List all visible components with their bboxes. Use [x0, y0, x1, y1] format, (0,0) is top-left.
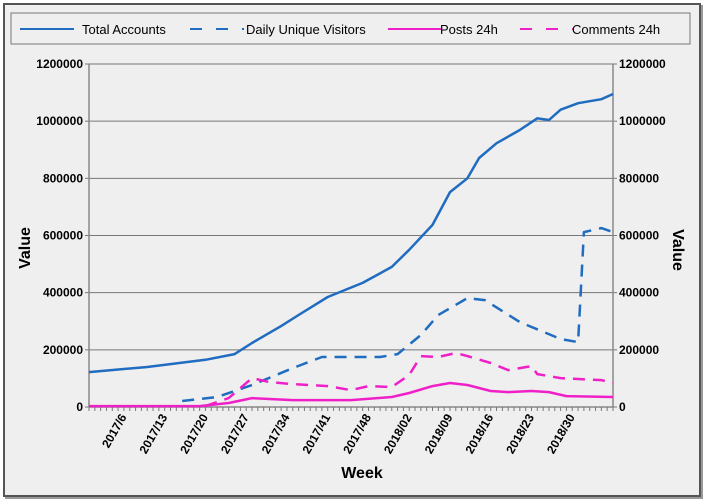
series-line-posts-24h: [89, 381, 614, 408]
legend-label: Posts 24h: [440, 22, 498, 37]
series-line-daily-unique-visitors: [182, 226, 614, 403]
y-tick-label: 600000: [43, 229, 83, 243]
legend-label: Comments 24h: [572, 22, 660, 37]
y-tick-label: 0: [76, 400, 83, 414]
x-tick-label: 2017/27: [218, 411, 252, 456]
x-tick-label: 2017/34: [259, 411, 293, 456]
y2-axis-title: Value: [669, 229, 686, 271]
y2-tick-label: 1200000: [619, 57, 666, 71]
legend-label: Total Accounts: [82, 22, 166, 37]
y-tick-label: 1000000: [36, 114, 83, 128]
y2-tick-label: 1000000: [619, 114, 666, 128]
y2-tick-label: 400000: [619, 286, 659, 300]
legend: Total Accounts Daily Unique Visitors Posts…: [10, 12, 691, 45]
x-tick-label: 2017/13: [136, 411, 170, 456]
x-tick-label: 2017/6: [99, 411, 130, 450]
series-line-total-accounts: [88, 92, 614, 374]
x-tick-label: 2018/30: [544, 411, 578, 456]
y-axis-title: Value: [17, 227, 34, 269]
y-tick-label: 400000: [43, 286, 83, 300]
x-tick-label: 2017/20: [177, 411, 211, 456]
series-line-comments-24h: [204, 351, 614, 408]
x-axis-title: Week: [341, 465, 383, 482]
x-tick-label: 2018/16: [463, 411, 497, 456]
legend-label: Daily Unique Visitors: [246, 22, 366, 37]
x-tick-label: 2018/02: [381, 411, 415, 456]
y2-tick-label: 0: [619, 400, 626, 414]
y-tick-label: 800000: [43, 171, 83, 185]
y2-tick-label: 800000: [619, 171, 659, 185]
y2-tick-label: 600000: [619, 229, 659, 243]
y-tick-label: 1200000: [36, 57, 83, 71]
y2-tick-label: 200000: [619, 343, 659, 357]
x-tick-label: 2018/09: [422, 411, 456, 456]
x-tick-label: 2017/48: [340, 411, 374, 456]
x-tick-label: 2017/41: [299, 411, 333, 456]
x-tick-label: 2018/23: [503, 411, 537, 456]
y-tick-label: 200000: [43, 343, 83, 357]
